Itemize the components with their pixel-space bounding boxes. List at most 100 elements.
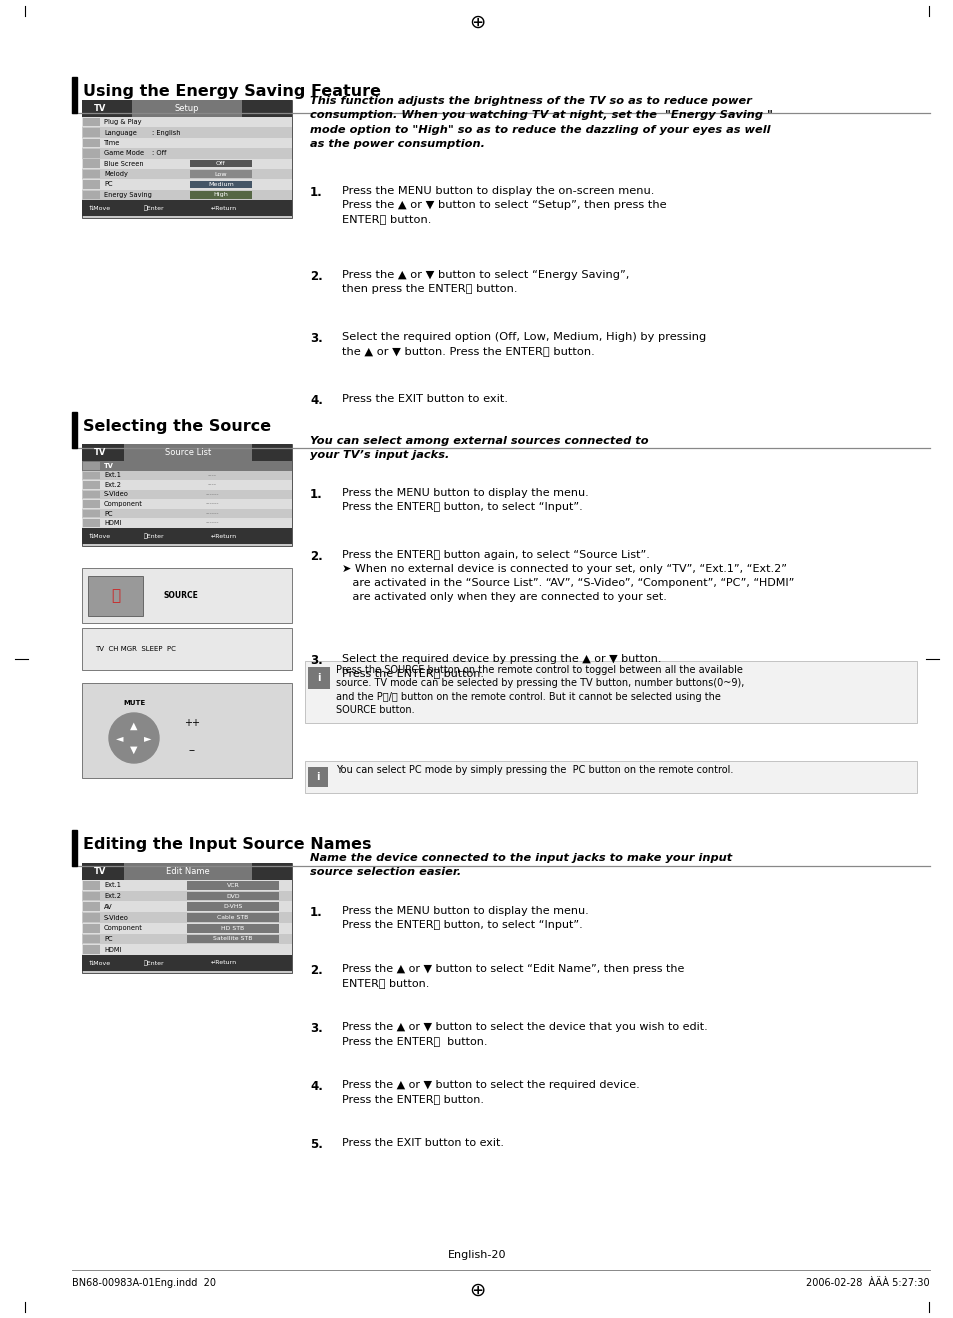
Bar: [187, 934, 278, 944]
Text: ⓡEnter: ⓡEnter: [144, 961, 164, 966]
Text: Edit Name: Edit Name: [166, 867, 210, 876]
Text: Ext.1: Ext.1: [104, 882, 121, 888]
Bar: [83, 181, 100, 188]
Text: Selecting the Source: Selecting the Source: [83, 419, 271, 434]
Bar: [124, 863, 252, 880]
Text: MUTE: MUTE: [123, 700, 145, 706]
Text: Plug & Play: Plug & Play: [104, 119, 141, 125]
Text: ◄: ◄: [116, 733, 124, 743]
Text: ▲: ▲: [131, 721, 137, 731]
Bar: [187, 924, 278, 933]
Text: ⓡEnter: ⓡEnter: [144, 534, 164, 539]
Bar: [83, 191, 100, 199]
Bar: [82, 200, 292, 216]
Text: Off: Off: [216, 161, 226, 166]
Bar: [82, 880, 292, 891]
Bar: [83, 519, 100, 527]
Bar: [83, 892, 100, 900]
Text: TV: TV: [94, 104, 107, 113]
Text: : Off: : Off: [152, 150, 166, 157]
Text: S-Video: S-Video: [104, 915, 129, 920]
Bar: [82, 863, 292, 973]
Text: ------: ------: [205, 492, 218, 497]
Text: ⊕: ⊕: [468, 13, 485, 32]
Text: ▼: ▼: [131, 745, 137, 755]
Bar: [82, 568, 292, 623]
Bar: [187, 892, 278, 900]
Text: 2.: 2.: [310, 963, 322, 977]
Text: Component: Component: [104, 925, 143, 932]
Text: ⓡEnter: ⓡEnter: [144, 206, 164, 211]
Text: Ext.2: Ext.2: [104, 894, 121, 899]
Bar: [82, 179, 292, 190]
Text: Blue Screen: Blue Screen: [104, 161, 144, 166]
Text: ⇅Move: ⇅Move: [89, 206, 111, 211]
Bar: [82, 627, 292, 670]
Text: DVD: DVD: [226, 894, 239, 899]
Text: ⊕: ⊕: [468, 1281, 485, 1300]
Bar: [82, 863, 292, 880]
Bar: [82, 169, 292, 179]
Text: ------: ------: [205, 511, 218, 517]
Bar: [190, 181, 252, 188]
Bar: [82, 518, 292, 529]
Text: Cable STB: Cable STB: [217, 915, 249, 920]
Bar: [82, 944, 292, 956]
Text: D-VHS: D-VHS: [223, 904, 242, 909]
Bar: [82, 128, 292, 138]
Bar: [190, 159, 252, 167]
Text: HD STB: HD STB: [221, 925, 244, 931]
Text: Press the MENU button to display the menu.
Press the ENTERⓡ button, to select “I: Press the MENU button to display the men…: [341, 488, 588, 511]
Text: 1.: 1.: [310, 905, 322, 919]
Text: Press the MENU button to display the menu.
Press the ENTERⓡ button, to select “I: Press the MENU button to display the men…: [341, 905, 588, 931]
Text: ↵Return: ↵Return: [211, 961, 236, 966]
Text: TV: TV: [94, 448, 107, 457]
Text: Setup: Setup: [174, 104, 199, 113]
Bar: [187, 903, 278, 911]
Bar: [82, 933, 292, 944]
Text: 2.: 2.: [310, 270, 322, 283]
Bar: [190, 191, 252, 199]
Text: Press the ▲ or ▼ button to select “Energy Saving”,
then press the ENTERⓡ button.: Press the ▲ or ▼ button to select “Energ…: [341, 270, 629, 294]
Bar: [83, 463, 100, 469]
Bar: [190, 170, 252, 178]
Bar: [82, 912, 292, 923]
Text: 3.: 3.: [310, 1021, 322, 1035]
Text: Ext.1: Ext.1: [104, 472, 121, 478]
Bar: [83, 510, 100, 518]
Bar: [83, 945, 100, 954]
Bar: [82, 117, 292, 128]
Text: ↵Return: ↵Return: [211, 534, 236, 539]
Text: VCR: VCR: [227, 883, 239, 888]
Bar: [82, 956, 292, 971]
Bar: [308, 667, 330, 689]
Text: ++: ++: [184, 718, 200, 728]
Text: : English: : English: [152, 129, 180, 136]
Bar: [187, 880, 278, 890]
Text: ----: ----: [208, 473, 216, 478]
Text: ►: ►: [144, 733, 152, 743]
Text: --: --: [189, 745, 195, 755]
Text: Press the ▲ or ▼ button to select “Edit Name”, then press the
ENTERⓡ button.: Press the ▲ or ▼ button to select “Edit …: [341, 963, 683, 988]
Text: TV  CH MGR  SLEEP  PC: TV CH MGR SLEEP PC: [95, 646, 175, 652]
Text: ↵Return: ↵Return: [211, 206, 236, 211]
Text: This function adjusts the brightness of the TV so as to reduce power
consumption: This function adjusts the brightness of …: [310, 96, 772, 149]
Bar: [71, 76, 77, 113]
Bar: [83, 472, 100, 480]
Text: Editing the Input Source Names: Editing the Input Source Names: [83, 837, 371, 851]
Text: Component: Component: [104, 501, 143, 507]
Text: ------: ------: [205, 502, 218, 506]
Text: 3.: 3.: [310, 332, 322, 345]
Text: Press the EXIT button to exit.: Press the EXIT button to exit.: [341, 1137, 503, 1148]
Text: ⇅Move: ⇅Move: [89, 961, 111, 966]
Text: Press the MENU button to display the on-screen menu.
Press the ▲ or ▼ button to : Press the MENU button to display the on-…: [341, 186, 666, 224]
Text: 4.: 4.: [310, 394, 322, 407]
Text: You can select among external sources connected to
your TV’s input jacks.: You can select among external sources co…: [310, 436, 648, 460]
Text: S-Video: S-Video: [104, 492, 129, 497]
Bar: [82, 500, 292, 509]
Bar: [88, 576, 143, 616]
Text: ------: ------: [205, 521, 218, 526]
Bar: [83, 924, 100, 933]
Text: i: i: [315, 772, 319, 782]
Bar: [83, 481, 100, 489]
